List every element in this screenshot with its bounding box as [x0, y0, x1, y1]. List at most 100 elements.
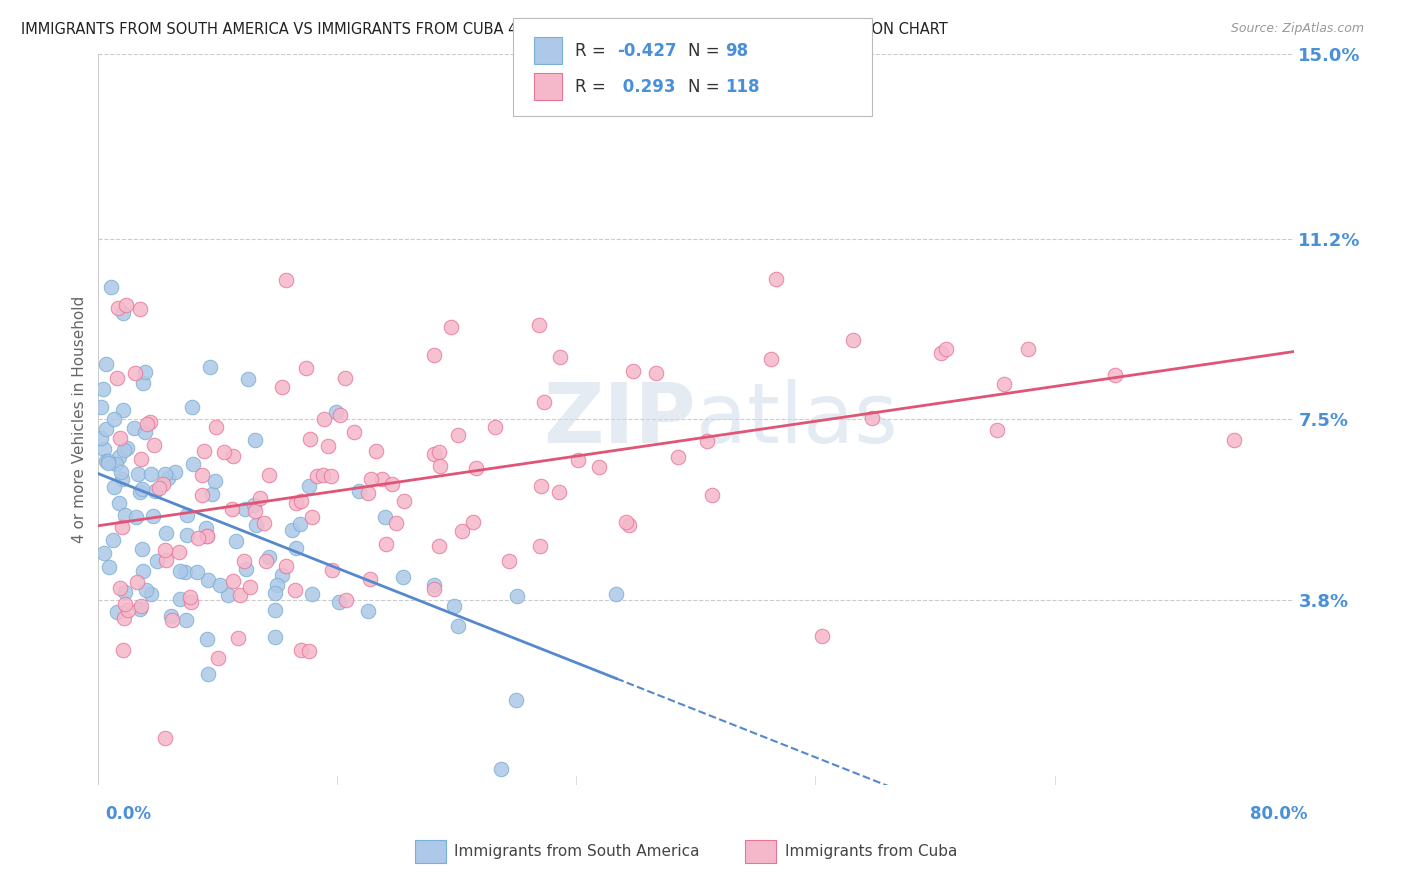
Point: [243, 504, 266, 518]
Point: [131, 482, 153, 496]
Point: [114, 585, 136, 599]
Point: [491, 762, 513, 776]
Point: [281, 523, 304, 537]
Point: [153, 467, 176, 482]
Point: [245, 518, 267, 533]
Point: [319, 469, 342, 483]
Point: [427, 445, 450, 459]
Point: [93, 442, 115, 456]
Text: 0.0%: 0.0%: [105, 805, 152, 822]
Point: [115, 298, 138, 312]
Point: [427, 539, 450, 553]
Point: [195, 632, 218, 646]
Point: [1017, 342, 1039, 356]
Point: [359, 572, 381, 586]
Point: [276, 273, 298, 287]
Point: [153, 543, 176, 558]
Point: [146, 554, 169, 568]
Text: ZIP: ZIP: [544, 379, 696, 459]
Point: [263, 586, 285, 600]
Point: [152, 477, 174, 491]
Point: [197, 666, 219, 681]
Text: 80.0%: 80.0%: [1250, 805, 1308, 822]
Point: [191, 488, 214, 502]
Point: [148, 481, 170, 495]
Point: [765, 272, 787, 286]
Point: [533, 394, 555, 409]
Text: R =: R =: [575, 42, 612, 60]
Point: [312, 412, 335, 426]
Point: [614, 515, 637, 529]
Point: [111, 472, 134, 486]
Point: [423, 348, 446, 362]
Point: [229, 588, 252, 602]
Point: [208, 578, 231, 592]
Text: N =: N =: [688, 42, 724, 60]
Point: [197, 574, 219, 588]
Point: [128, 602, 150, 616]
Point: [93, 547, 115, 561]
Point: [129, 452, 152, 467]
Text: Immigrants from Cuba: Immigrants from Cuba: [785, 845, 957, 859]
Point: [249, 491, 271, 506]
Text: Immigrants from South America: Immigrants from South America: [454, 845, 700, 859]
Point: [233, 554, 256, 568]
Point: [122, 421, 145, 435]
Point: [484, 420, 506, 434]
Point: [125, 510, 148, 524]
Point: [173, 565, 195, 579]
Point: [605, 587, 627, 601]
Point: [135, 417, 157, 432]
Point: [114, 508, 136, 522]
Point: [110, 431, 132, 445]
Point: [236, 372, 259, 386]
Point: [253, 516, 276, 531]
Point: [156, 471, 179, 485]
Point: [700, 488, 723, 502]
Point: [811, 629, 834, 643]
Point: [114, 598, 136, 612]
Point: [993, 376, 1015, 391]
Point: [588, 459, 610, 474]
Point: [450, 524, 472, 538]
Point: [193, 444, 215, 458]
Point: [529, 318, 551, 332]
Text: atlas: atlas: [696, 379, 897, 459]
Point: [505, 693, 527, 707]
Point: [129, 302, 152, 317]
Point: [98, 559, 121, 574]
Point: [107, 301, 129, 315]
Point: [381, 477, 404, 491]
Point: [153, 731, 176, 746]
Point: [259, 549, 281, 564]
Point: [333, 371, 356, 385]
Point: [105, 606, 128, 620]
Point: [205, 419, 228, 434]
Point: [222, 574, 245, 588]
Point: [465, 461, 488, 475]
Point: [141, 467, 163, 481]
Point: [108, 581, 131, 595]
Point: [298, 432, 321, 446]
Point: [142, 438, 165, 452]
Point: [311, 468, 333, 483]
Point: [207, 651, 229, 665]
Point: [498, 554, 520, 568]
Point: [422, 578, 444, 592]
Point: [139, 416, 162, 430]
Point: [186, 565, 208, 579]
Point: [135, 582, 157, 597]
Point: [111, 306, 134, 320]
Point: [176, 508, 198, 522]
Point: [96, 422, 118, 436]
Point: [443, 599, 465, 614]
Point: [429, 459, 451, 474]
Point: [645, 366, 668, 380]
Point: [548, 485, 571, 500]
Point: [160, 613, 183, 627]
Point: [506, 589, 529, 603]
Point: [214, 445, 236, 459]
Point: [239, 581, 262, 595]
Point: [463, 515, 485, 529]
Point: [529, 539, 551, 553]
